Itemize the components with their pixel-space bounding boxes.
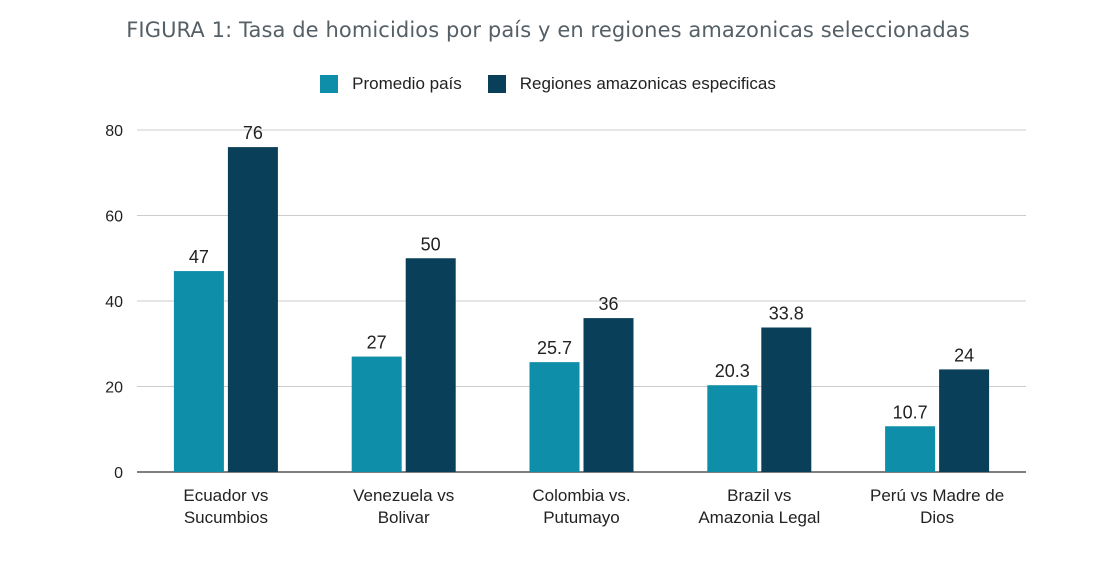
x-category-label: Colombia vs. [532, 486, 630, 505]
chart-title: FIGURA 1: Tasa de homicidios por país y … [126, 18, 970, 42]
legend: Promedio país Regiones amazonicas especi… [0, 74, 1096, 94]
y-tick-label: 80 [105, 123, 123, 140]
legend-item-regiones: Regiones amazonicas especificas [487, 74, 776, 94]
x-category-label: Perú vs Madre de [870, 486, 1004, 505]
data-label: 36 [598, 294, 618, 314]
bar-promedio [529, 362, 580, 472]
data-label: 76 [243, 123, 263, 143]
y-tick-label: 60 [105, 209, 123, 226]
x-category-label: Sucumbios [184, 508, 268, 527]
x-category-label: Brazil vs [727, 486, 791, 505]
bar-promedio [173, 271, 224, 472]
x-category-label: Venezuela vs [353, 486, 454, 505]
x-category-label: Ecuador vs [183, 486, 268, 505]
bar-regiones [227, 147, 278, 472]
data-label: 24 [954, 345, 974, 365]
data-label: 10.7 [893, 402, 928, 422]
bar-promedio [351, 356, 402, 472]
bar-promedio [885, 426, 936, 472]
legend-swatch-promedio [320, 75, 339, 93]
data-label: 33.8 [769, 304, 804, 324]
data-label: 50 [421, 234, 441, 254]
bar-promedio [707, 385, 758, 472]
legend-label-promedio: Promedio país [352, 74, 462, 93]
x-category-label: Amazonia Legal [698, 508, 820, 527]
legend-item-promedio: Promedio país [320, 74, 462, 94]
x-category-label: Putumayo [543, 508, 620, 527]
y-tick-label: 20 [105, 380, 123, 397]
bar-regiones [583, 318, 634, 472]
y-tick-label: 0 [114, 465, 123, 482]
bar-regiones [939, 369, 990, 472]
bar-regiones [405, 258, 456, 472]
x-category-label: Dios [920, 508, 954, 527]
x-category-label: Bolivar [378, 508, 430, 527]
bar-regiones [761, 327, 812, 472]
y-tick-label: 40 [105, 294, 123, 311]
legend-swatch-regiones [487, 75, 506, 93]
legend-label-regiones: Regiones amazonicas especificas [519, 74, 776, 93]
data-label: 47 [189, 247, 209, 267]
data-label: 27 [367, 333, 387, 353]
data-label: 25.7 [537, 338, 572, 358]
data-label: 20.3 [715, 361, 750, 381]
